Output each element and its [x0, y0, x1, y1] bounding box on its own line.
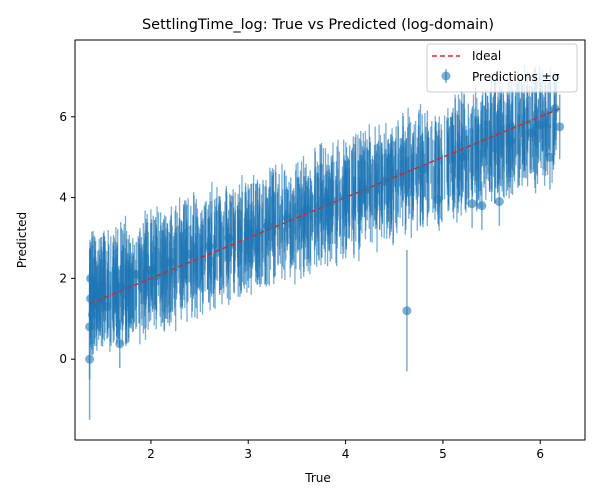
prediction-point — [204, 241, 214, 251]
prediction-point — [146, 265, 156, 275]
prediction-point — [131, 269, 141, 279]
x-tick-label: 3 — [244, 447, 252, 461]
prediction-point — [224, 233, 234, 243]
prediction-point — [263, 221, 273, 231]
prediction-point — [185, 249, 195, 259]
prediction-point — [457, 152, 467, 162]
prediction-point — [550, 104, 560, 114]
axis-layer: 2 3 4 5 6 0 2 4 6 — [59, 110, 544, 461]
prediction-point — [402, 306, 412, 316]
y-tick-label: 2 — [59, 271, 67, 285]
prediction-point — [380, 176, 390, 186]
prediction-point — [117, 281, 127, 291]
prediction-point — [535, 120, 545, 130]
prediction-point — [88, 310, 98, 320]
prediction-point — [92, 290, 102, 300]
prediction-point — [102, 302, 112, 312]
point-layer — [85, 104, 565, 364]
x-tick-label: 6 — [536, 447, 544, 461]
prediction-point — [321, 197, 331, 207]
prediction-point — [86, 273, 96, 283]
prediction-point — [494, 197, 504, 207]
y-tick-label: 6 — [59, 110, 67, 124]
prediction-point — [341, 193, 351, 203]
legend-predictions-swatch — [441, 71, 451, 81]
x-tick-label: 2 — [147, 447, 155, 461]
prediction-point — [418, 164, 428, 174]
ideal-line — [89, 107, 560, 305]
prediction-point — [555, 122, 565, 132]
prediction-point — [360, 184, 370, 194]
legend-predictions-label: Predictions ±σ — [472, 70, 560, 84]
y-tick-label: 0 — [59, 352, 67, 366]
legend-box — [426, 43, 578, 93]
chart-title: SettlingTime_log: True vs Predicted (log… — [142, 17, 494, 33]
prediction-point — [433, 195, 443, 205]
prediction-point — [85, 322, 95, 332]
prediction-point — [85, 354, 95, 364]
prediction-point — [115, 339, 125, 349]
prediction-point — [282, 213, 292, 223]
x-axis-label: True — [304, 471, 331, 485]
prediction-point — [477, 201, 487, 211]
prediction-point — [506, 136, 516, 146]
prediction-point — [545, 152, 555, 162]
prediction-point — [243, 229, 253, 239]
prediction-point — [86, 294, 96, 304]
y-tick-label: 4 — [59, 191, 67, 205]
legend: Ideal Predictions ±σ — [426, 43, 578, 93]
prediction-point — [467, 199, 477, 209]
prediction-point — [525, 128, 535, 138]
density-layer — [88, 64, 557, 356]
plot-frame — [74, 39, 586, 441]
prediction-point — [165, 257, 175, 267]
legend-ideal-label: Ideal — [472, 49, 501, 63]
x-tick-label: 5 — [439, 447, 447, 461]
prediction-point — [302, 205, 312, 215]
x-tick-label: 4 — [342, 447, 350, 461]
y-axis-label: Predicted — [15, 212, 29, 268]
ideal-line-layer — [89, 107, 560, 305]
